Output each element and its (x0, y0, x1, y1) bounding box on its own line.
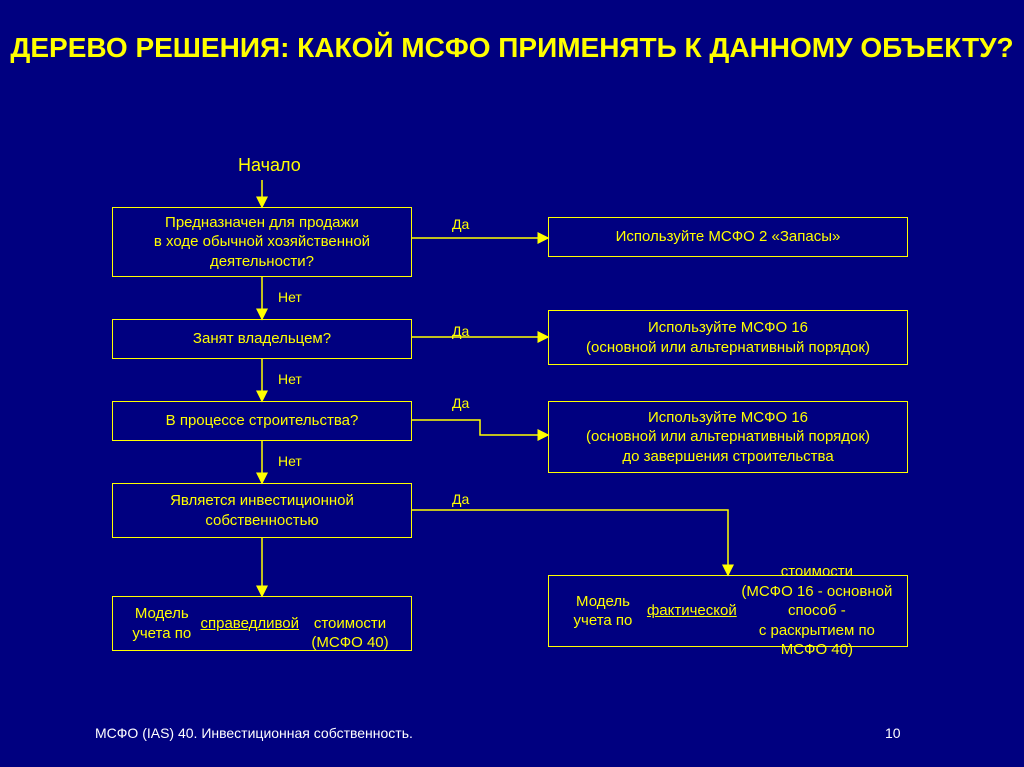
flow-node-q3: В процессе строительства? (112, 401, 412, 441)
edge-label-3: Нет (278, 371, 302, 387)
page-number: 10 (885, 725, 901, 741)
flow-node-q4: Является инвестиционнойсобственностью (112, 483, 412, 538)
page-title: ДЕРЕВО РЕШЕНИЯ: КАКОЙ МСФО ПРИМЕНЯТЬ К Д… (0, 0, 1024, 65)
flow-node-a6: Модель учета по фактической стоимости(МС… (548, 575, 908, 647)
edge-label-0: Да (452, 216, 469, 232)
edge-label-6: Да (452, 491, 469, 507)
flow-node-a1: Используйте МСФО 2 «Запасы» (548, 217, 908, 257)
edge-label-2: Да (452, 323, 469, 339)
edge-label-1: Нет (278, 289, 302, 305)
flow-node-a3: Используйте МСФО 16(основной или альтерн… (548, 401, 908, 473)
flow-node-q1: Предназначен для продажив ходе обычной х… (112, 207, 412, 277)
footer-source: МСФО (IAS) 40. Инвестиционная собственно… (95, 725, 413, 741)
flow-node-q2: Занят владельцем? (112, 319, 412, 359)
flow-node-a5: Модель учета по справедливойстоимости (М… (112, 596, 412, 651)
edge-label-4: Да (452, 395, 469, 411)
start-label: Начало (238, 155, 301, 176)
edge-label-5: Нет (278, 453, 302, 469)
flow-node-a2: Используйте МСФО 16(основной или альтерн… (548, 310, 908, 365)
